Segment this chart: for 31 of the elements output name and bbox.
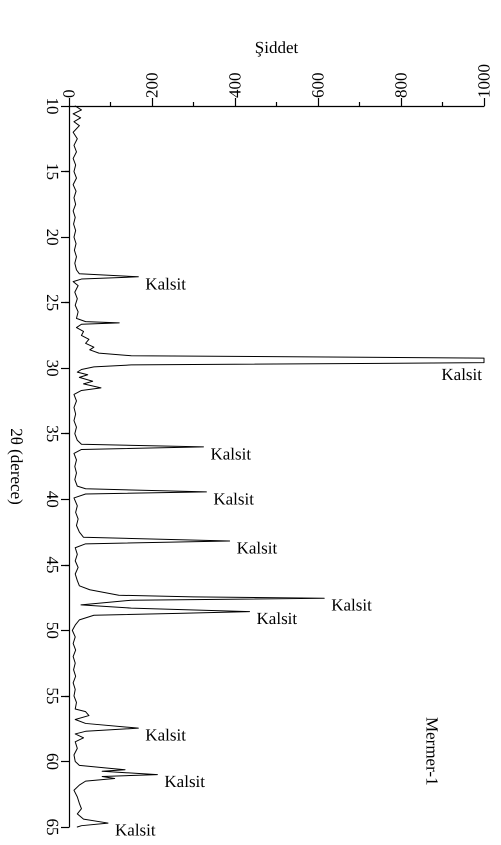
- y-tick-label: 55: [43, 687, 62, 704]
- x-tick-label: 1000: [474, 64, 494, 98]
- y-tick-label: 25: [43, 294, 62, 312]
- x-tick-label: 600: [308, 72, 328, 98]
- y-tick-label: 30: [43, 360, 62, 377]
- x-tick-label: 200: [142, 72, 162, 98]
- annotation: Kalsit: [331, 596, 372, 615]
- annotation: Mermer-1: [422, 717, 442, 786]
- y-tick-label: 45: [43, 556, 62, 574]
- x-tick-label: 800: [392, 72, 410, 98]
- annotation: Kalsit: [115, 820, 156, 840]
- annotation: Kalsit: [213, 489, 254, 508]
- y-tick-label: 10: [43, 98, 62, 114]
- y-tick-label: 35: [43, 425, 62, 442]
- annotation: Kalsit: [164, 772, 206, 792]
- x-axis-title: Şiddet: [254, 38, 298, 58]
- y-tick-label: 60: [43, 752, 62, 770]
- annotation: Kalsit: [236, 538, 278, 558]
- annotation: Kalsit: [441, 364, 482, 384]
- y-tick-label: 50: [43, 622, 62, 639]
- annotation: Kalsit: [210, 444, 252, 464]
- annotation: Kalsit: [256, 609, 298, 628]
- annotation: Kalsit: [145, 726, 186, 745]
- y-axis-title: 2θ (derece): [7, 428, 26, 505]
- x-tick-label: 0: [60, 90, 78, 98]
- y-tick-label: 15: [43, 163, 62, 180]
- x-tick-label: 400: [226, 72, 244, 98]
- y-tick-label: 65: [43, 818, 62, 836]
- y-tick-label: 40: [43, 490, 62, 508]
- annotation: Kalsit: [145, 274, 186, 294]
- y-tick-label: 20: [43, 228, 62, 246]
